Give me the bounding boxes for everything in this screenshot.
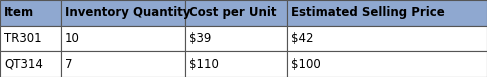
Bar bbox=[0, 0, 61, 26]
Text: TR301: TR301 bbox=[4, 32, 41, 45]
Bar bbox=[61, 26, 185, 51]
Bar bbox=[185, 0, 287, 26]
Text: 7: 7 bbox=[65, 58, 72, 71]
Text: $100: $100 bbox=[291, 58, 321, 71]
Text: Inventory Quantity: Inventory Quantity bbox=[65, 6, 190, 19]
Text: QT314: QT314 bbox=[4, 58, 43, 71]
Text: 10: 10 bbox=[65, 32, 80, 45]
Text: Estimated Selling Price: Estimated Selling Price bbox=[291, 6, 445, 19]
Bar bbox=[287, 51, 487, 77]
Bar bbox=[185, 26, 287, 51]
Text: $42: $42 bbox=[291, 32, 314, 45]
Text: Cost per Unit: Cost per Unit bbox=[189, 6, 277, 19]
Text: Item: Item bbox=[4, 6, 34, 19]
Bar bbox=[61, 51, 185, 77]
Text: $39: $39 bbox=[189, 32, 211, 45]
Bar bbox=[185, 51, 287, 77]
Text: $110: $110 bbox=[189, 58, 219, 71]
Bar bbox=[61, 0, 185, 26]
Bar bbox=[287, 26, 487, 51]
Bar bbox=[0, 51, 61, 77]
Bar bbox=[0, 26, 61, 51]
Bar bbox=[287, 0, 487, 26]
